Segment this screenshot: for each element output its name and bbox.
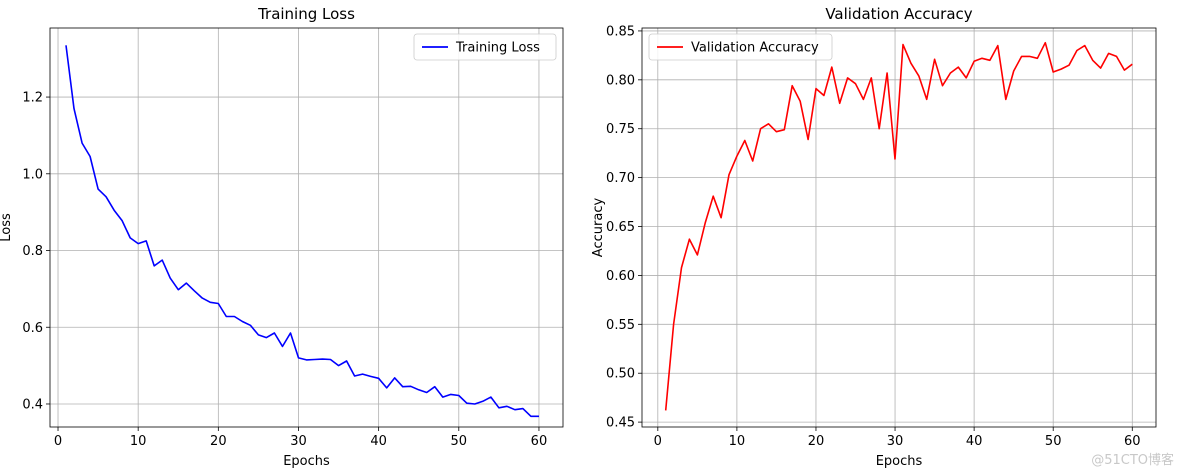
chart2-xtick-label: 10 — [729, 434, 746, 449]
chart2-xtick-label: 20 — [808, 434, 825, 449]
chart2-ytick-label: 0.50 — [606, 367, 635, 382]
chart1-xtick-label: 0 — [54, 434, 62, 449]
chart2-legend-label: Validation Accuracy — [691, 41, 819, 56]
chart2-title: Validation Accuracy — [825, 5, 972, 23]
chart2-xlabel: Epochs — [876, 454, 923, 469]
chart1-legend-box — [413, 33, 557, 61]
chart2-xtick-label: 0 — [654, 434, 662, 449]
chart1-xlabel: Epochs — [283, 454, 330, 469]
chart2-ytick-label: 0.45 — [606, 416, 635, 431]
chart1-xtick-label: 40 — [370, 434, 387, 449]
chart2-series-line — [664, 41, 1133, 411]
chart1-ytick-label: 0.6 — [22, 321, 43, 336]
chart1-xtick-label: 20 — [210, 434, 227, 449]
chart2-xtick-label: 50 — [1045, 434, 1062, 449]
chart2-ytick-label: 0.75 — [606, 122, 635, 137]
chart2-ytick-label: 0.60 — [606, 269, 635, 284]
chart2-ytick-label: 0.65 — [606, 220, 635, 235]
chart1-xtick-label: 30 — [290, 434, 307, 449]
chart2-legend-box — [648, 33, 833, 61]
chart1-xtick-label: 10 — [130, 434, 147, 449]
chart2-ytick-label: 0.80 — [606, 73, 635, 88]
chart1-xtick-label: 60 — [531, 434, 548, 449]
chart1-ytick-label: 1.0 — [22, 167, 43, 182]
chart2-ylabel: Accuracy — [591, 198, 606, 258]
chart1-plot-frame — [49, 27, 564, 428]
chart2-plot-frame — [641, 27, 1157, 428]
chart2-ytick-label: 0.55 — [606, 318, 635, 333]
chart1-xtick-label: 50 — [451, 434, 468, 449]
chart1-ytick-label: 0.8 — [22, 244, 43, 259]
chart1-series-line — [65, 45, 539, 418]
chart2-xtick-label: 60 — [1124, 434, 1141, 449]
chart1-ytick-label: 1.2 — [22, 91, 43, 106]
chart2-ytick-label: 0.85 — [606, 24, 635, 39]
chart2-xtick-label: 40 — [966, 434, 983, 449]
chart1-ytick-label: 0.4 — [22, 397, 43, 412]
chart1-legend-label: Training Loss — [455, 41, 540, 56]
watermark: @51CTO博客 — [1091, 453, 1174, 468]
chart2-xtick-label: 30 — [887, 434, 904, 449]
chart1-ylabel: Loss — [0, 213, 14, 242]
chart2-ytick-label: 0.70 — [606, 171, 635, 186]
chart1-title: Training Loss — [257, 5, 355, 23]
